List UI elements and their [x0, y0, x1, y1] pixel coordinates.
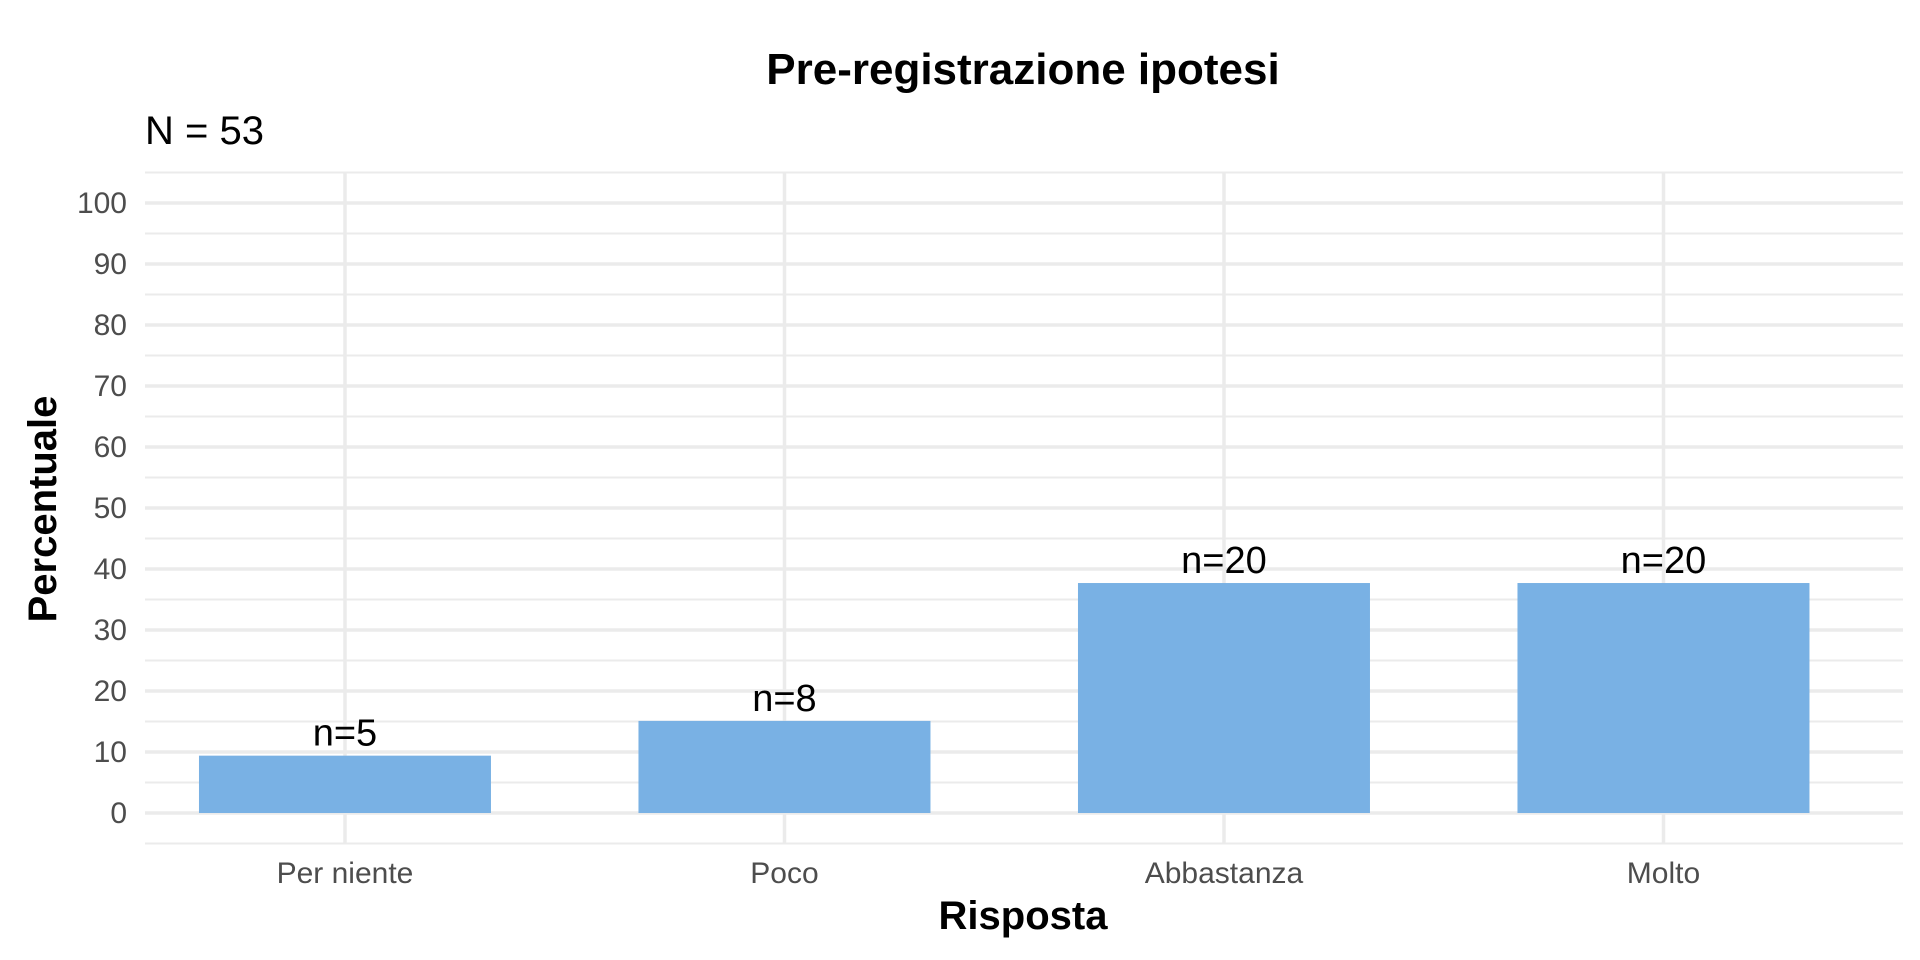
y-tick-label: 0	[110, 797, 127, 830]
x-tick-label: Molto	[1627, 857, 1700, 890]
bar	[638, 720, 931, 813]
bar-data-label: n=5	[313, 713, 377, 755]
bars	[198, 583, 1810, 813]
bar	[1517, 583, 1810, 813]
bar-data-label: n=8	[752, 678, 816, 720]
bar-data-label: n=20	[1621, 540, 1707, 582]
x-tick-label: Per niente	[277, 857, 414, 890]
y-axis-title: Percentuale	[21, 396, 65, 623]
y-tick-label: 50	[94, 492, 127, 525]
y-tick-label: 80	[94, 309, 127, 342]
chart-subtitle: N = 53	[145, 109, 264, 153]
data-labels: n=5 n=8 n=20 n=20	[313, 540, 1707, 755]
x-axis-ticks: Per niente Poco Abbastanza Molto	[277, 857, 1701, 890]
x-tick-label: Abbastanza	[1145, 857, 1304, 890]
y-axis-ticks: 0 10 20 30 40 50 60 70 80 90 100	[77, 187, 127, 830]
y-tick-label: 30	[94, 614, 127, 647]
x-axis-title: Risposta	[939, 894, 1109, 938]
y-tick-label: 100	[77, 187, 127, 220]
y-tick-label: 60	[94, 431, 127, 464]
bar	[1077, 583, 1370, 813]
y-tick-label: 20	[94, 675, 127, 708]
bar	[198, 755, 491, 813]
bar-data-label: n=20	[1181, 540, 1267, 582]
y-tick-label: 90	[94, 248, 127, 281]
y-tick-label: 40	[94, 553, 127, 586]
y-tick-label: 70	[94, 370, 127, 403]
x-tick-label: Poco	[750, 857, 818, 890]
chart-title: Pre-registrazione ipotesi	[766, 45, 1279, 94]
y-tick-label: 10	[94, 736, 127, 769]
